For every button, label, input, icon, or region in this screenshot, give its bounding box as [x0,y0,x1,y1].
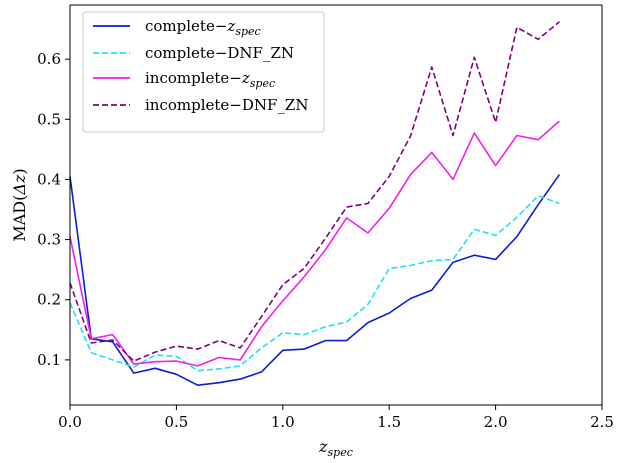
series-line-1 [69,174,561,387]
x-tick-label: 0.0 [58,413,82,431]
legend-label-1: complete−zspec [145,17,261,38]
series-line-3 [69,120,560,367]
x-tick-label: 2.5 [590,413,614,431]
x-tick-label: 1.0 [271,413,295,431]
x-axis-ticks: 0.0 0.5 1.0 1.5 2.0 2.5 [58,405,614,431]
y-tick-label: 0.6 [37,50,61,68]
series-line-2 [69,194,560,372]
y-tick-label: 0.5 [37,110,61,128]
y-tick-label: 0.3 [37,231,61,249]
x-tick-label: 0.5 [164,413,188,431]
legend: complete−zspec complete−DNF_ZN incomplete−… [82,11,325,133]
y-tick-label: 0.2 [37,291,61,309]
legend-label-4: incomplete−DNF_ZN [145,96,308,114]
legend-box [82,11,325,133]
legend-label-3: incomplete−zspec [145,69,275,90]
x-tick-label: 1.5 [377,413,401,431]
x-axis-label: zspec [318,437,353,459]
x-tick-label: 2.0 [484,413,508,431]
y-axis-label: MAD(Δz) [10,168,29,241]
y-axis-ticks: 0.1 0.2 0.3 0.4 0.5 0.6 [37,50,70,369]
plot-frame [69,4,603,406]
plot-lines [69,21,561,387]
y-tick-label: 0.1 [37,351,61,369]
legend-label-2: complete−DNF_ZN [145,44,294,62]
series-line-4 [69,21,560,362]
y-tick-label: 0.4 [37,170,61,188]
